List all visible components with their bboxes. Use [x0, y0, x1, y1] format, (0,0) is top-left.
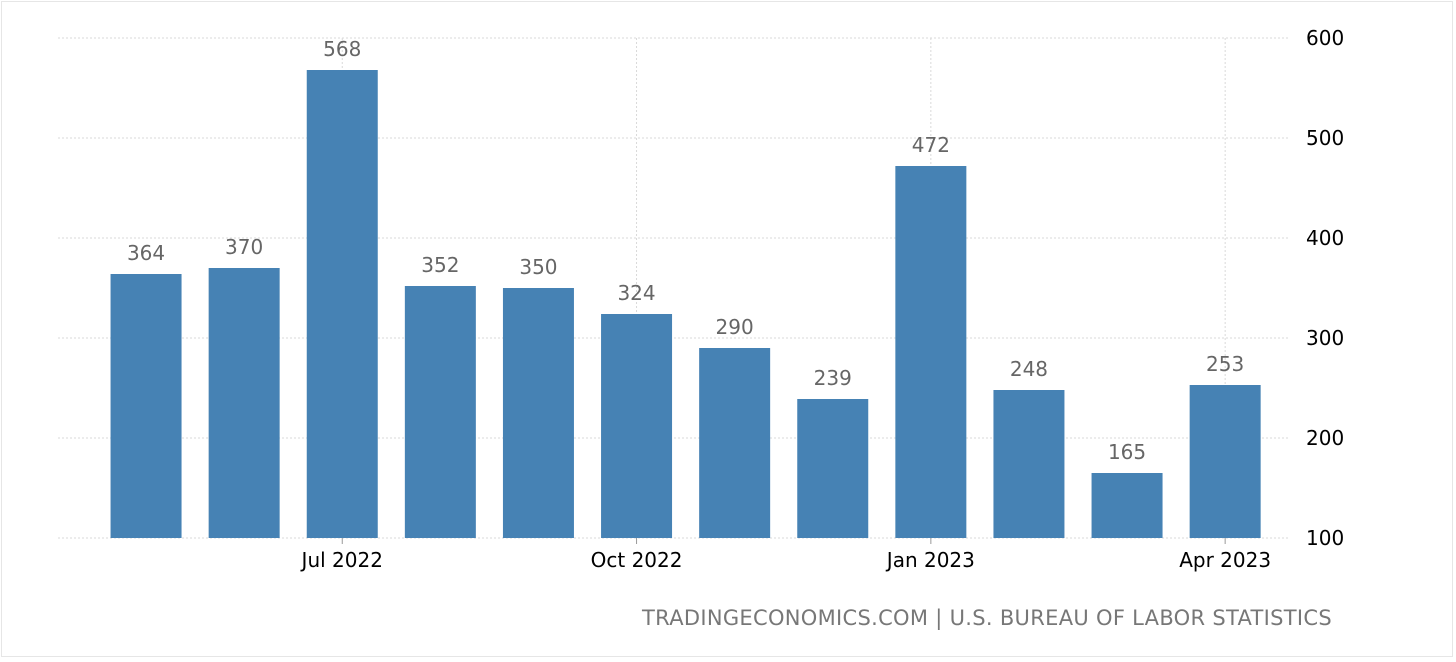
y-tick-label: 500 [1306, 126, 1344, 150]
source-credit: TRADINGECONOMICS.COM | U.S. BUREAU OF LA… [642, 606, 1332, 630]
y-tick-label: 400 [1306, 226, 1344, 250]
data-label: 352 [421, 253, 459, 277]
data-label: 239 [814, 366, 852, 390]
y-tick-label: 200 [1306, 426, 1344, 450]
bar [502, 288, 574, 538]
x-tick-label: Oct 2022 [591, 548, 683, 572]
bar [895, 166, 967, 538]
bar [208, 268, 280, 538]
x-axis: Jul 2022 Oct 2022 Jan 2023 Apr 2023 [300, 538, 1271, 572]
x-tick-label: Jul 2022 [300, 548, 383, 572]
bar [306, 70, 378, 538]
data-label: 370 [225, 235, 263, 259]
data-label: 472 [912, 133, 950, 157]
data-labels-layer: 364 370 568 352 350 324 290 239 472 248 165 253 [127, 37, 1244, 464]
data-label: 324 [617, 281, 655, 305]
data-label: 165 [1108, 440, 1146, 464]
data-label: 364 [127, 241, 165, 265]
y-axis: 100 200 300 400 500 600 [1306, 26, 1344, 550]
bar [797, 399, 869, 538]
bar [1189, 385, 1261, 538]
bar [993, 390, 1065, 538]
bar [110, 274, 182, 538]
data-label: 248 [1010, 357, 1048, 381]
y-tick-label: 600 [1306, 26, 1344, 50]
y-tick-label: 100 [1306, 526, 1344, 550]
data-label: 290 [716, 315, 754, 339]
data-label: 568 [323, 37, 361, 61]
bars-layer [110, 70, 1261, 538]
x-tick-label: Apr 2023 [1179, 548, 1271, 572]
bar [699, 348, 771, 538]
bar [601, 314, 673, 538]
x-tick-label: Jan 2023 [885, 548, 975, 572]
bar [1091, 473, 1163, 538]
bar [404, 286, 476, 538]
y-tick-label: 300 [1306, 326, 1344, 350]
data-label: 253 [1206, 352, 1244, 376]
data-label: 350 [519, 255, 557, 279]
